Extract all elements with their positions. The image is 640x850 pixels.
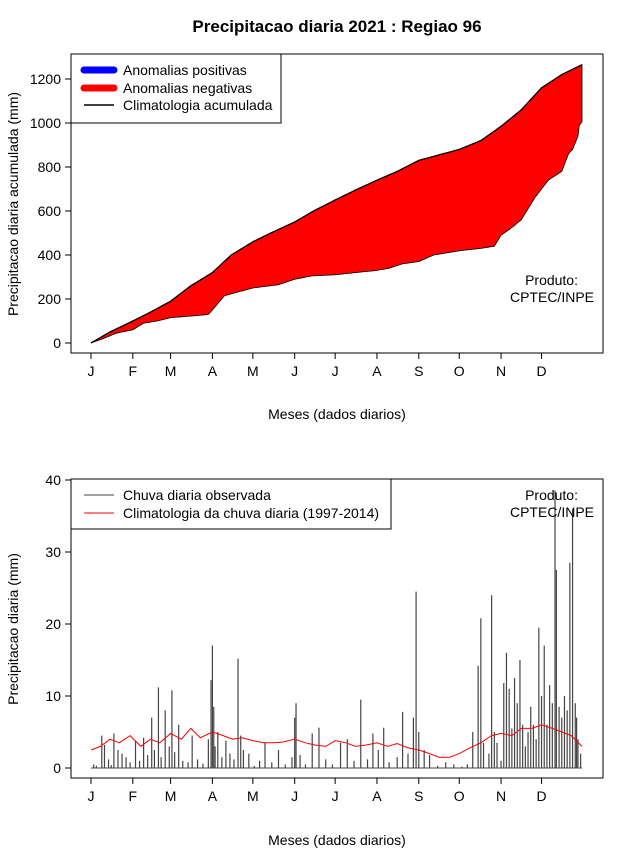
cumulative-y-tick-label: 1000 (30, 115, 61, 131)
daily-x-axis-label: Meses (dados diarios) (268, 832, 406, 848)
climatology-daily-line (90, 724, 583, 758)
cumulative-y-tick-label: 800 (38, 159, 62, 175)
daily-y-tick-label: 40 (45, 472, 61, 488)
cumulative-plot-area (90, 64, 583, 344)
cumulative-credit-line-2: CPTEC/INPE (510, 289, 594, 305)
daily-x-tick-label: N (496, 788, 506, 804)
legend-label-climatology-cumulative: Climatologia acumulada (123, 97, 273, 113)
legend-label-climatology-daily: Climatologia da chuva diaria (1997-2014) (123, 505, 379, 521)
cumulative-x-tick-label: M (247, 363, 259, 379)
cumulative-y-tick-label: 400 (38, 247, 62, 263)
daily-plot-area (90, 490, 583, 769)
climatology-cumulative-line (90, 64, 583, 344)
daily-y-tick-label: 10 (45, 688, 61, 704)
cumulative-credit-line-1: Produto: (525, 272, 578, 288)
cumulative-y-tick-label: 1200 (30, 71, 61, 87)
cumulative-x-tick-label: A (372, 363, 382, 379)
daily-x-tick-label: A (208, 788, 218, 804)
legend-label-positive: Anomalias positivas (123, 62, 247, 78)
cumulative-x-tick-label: A (208, 363, 218, 379)
cumulative-axes: 0 200 400 600 800 1000 1200 J F M A M J J A S O N D (30, 71, 547, 379)
cumulative-x-tick-label: J (88, 363, 95, 379)
daily-credit-line-1: Produto: (525, 487, 578, 503)
legend-label-observed: Chuva diaria observada (123, 487, 271, 503)
daily-y-tick-label: 0 (53, 760, 61, 776)
daily-credit-line-2: CPTEC/INPE (510, 504, 594, 520)
cumulative-panel: 0 200 400 600 800 1000 1200 J F M A M J J A S O N D Precip… (5, 53, 604, 422)
daily-y-axis-label: Precipitacao diaria (mm) (5, 553, 21, 705)
daily-y-tick-label: 30 (45, 544, 61, 560)
daily-x-tick-label: A (372, 788, 382, 804)
cumulative-x-tick-label: S (414, 363, 423, 379)
cumulative-x-tick-label: J (291, 363, 298, 379)
legend-label-negative: Anomalias negativas (123, 80, 252, 96)
cumulative-x-tick-label: O (454, 363, 465, 379)
daily-x-tick-label: D (536, 788, 546, 804)
daily-x-tick-label: M (247, 788, 259, 804)
cumulative-x-tick-label: J (332, 363, 339, 379)
daily-x-tick-label: M (165, 788, 177, 804)
cumulative-y-tick-label: 0 (53, 335, 61, 351)
daily-legend: Chuva diaria observada Climatologia da c… (70, 478, 392, 530)
figure-title: Precipitacao diaria 2021 : Regiao 96 (192, 17, 481, 36)
daily-x-tick-label: F (129, 788, 138, 804)
daily-x-tick-label: J (291, 788, 298, 804)
daily-x-tick-label: J (88, 788, 95, 804)
cumulative-legend: Anomalias positivas Anomalias negativas … (70, 53, 282, 124)
cumulative-x-tick-label: D (536, 363, 546, 379)
cumulative-y-tick-label: 200 (38, 291, 62, 307)
cumulative-x-tick-label: N (496, 363, 506, 379)
daily-x-tick-label: S (414, 788, 423, 804)
daily-x-tick-label: J (332, 788, 339, 804)
daily-y-tick-label: 20 (45, 616, 61, 632)
cumulative-x-tick-label: F (129, 363, 138, 379)
daily-panel: 0 10 20 30 40 J F M A M J J A S O N D Precipitacao diari… (5, 472, 604, 848)
cumulative-x-tick-label: M (165, 363, 177, 379)
daily-x-tick-label: O (454, 788, 465, 804)
cumulative-y-axis-label: Precipitacao diaria acumulada (mm) (5, 92, 21, 316)
cumulative-x-axis-label: Meses (dados diarios) (268, 406, 406, 422)
cumulative-y-tick-label: 600 (38, 203, 62, 219)
daily-legend-box (70, 478, 392, 530)
